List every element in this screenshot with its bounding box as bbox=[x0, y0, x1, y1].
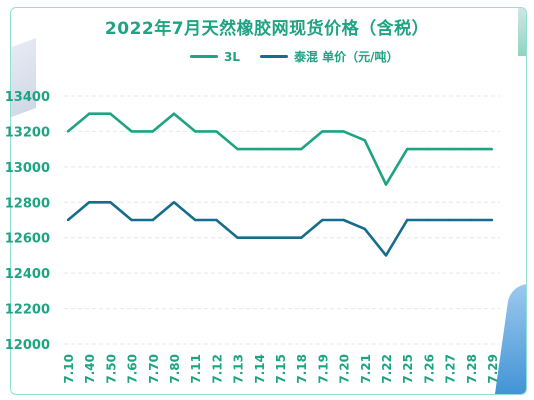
data-point bbox=[448, 218, 451, 222]
data-point bbox=[215, 218, 218, 222]
data-point bbox=[172, 201, 176, 204]
data-point bbox=[215, 130, 218, 133]
data-point bbox=[130, 130, 133, 133]
data-point bbox=[172, 112, 176, 115]
data-point bbox=[469, 218, 472, 222]
series-line-1 bbox=[67, 201, 492, 257]
data-point bbox=[300, 147, 303, 151]
legend-swatch-thai-mix bbox=[260, 55, 288, 58]
y-tick-label: 12800 bbox=[5, 196, 50, 211]
data-point bbox=[363, 227, 366, 231]
data-point bbox=[236, 236, 239, 239]
x-tick-label: 7.10 bbox=[62, 354, 76, 384]
data-point bbox=[109, 201, 112, 204]
x-tick-label: 7.60 bbox=[126, 354, 140, 384]
y-tick-label: 12200 bbox=[5, 303, 50, 318]
data-point bbox=[130, 218, 133, 222]
x-tick-label: 7.19 bbox=[316, 354, 330, 384]
x-tick-label: 7.80 bbox=[168, 354, 182, 384]
x-tick-label: 7.15 bbox=[274, 354, 288, 384]
data-point bbox=[427, 218, 430, 222]
y-tick-label: 12600 bbox=[5, 232, 50, 247]
x-tick-label: 7.50 bbox=[104, 354, 118, 384]
data-point bbox=[257, 236, 260, 239]
x-tick-label: 7.20 bbox=[338, 354, 352, 384]
x-tick-label: 7.40 bbox=[83, 354, 97, 384]
x-tick-label: 7.14 bbox=[253, 354, 267, 384]
y-tick-label: 12400 bbox=[5, 267, 50, 282]
data-point bbox=[406, 147, 409, 151]
data-point bbox=[490, 218, 494, 222]
data-point bbox=[406, 218, 409, 222]
decorative-shape bbox=[518, 8, 526, 56]
x-tick-label: 7.21 bbox=[359, 354, 373, 384]
data-point bbox=[448, 147, 451, 151]
data-point bbox=[384, 254, 388, 257]
data-point bbox=[151, 130, 154, 133]
data-point bbox=[194, 218, 197, 222]
x-tick-label: 7.11 bbox=[189, 354, 203, 384]
data-point bbox=[236, 147, 239, 151]
data-point bbox=[257, 147, 260, 151]
x-tick-label: 7.12 bbox=[210, 354, 224, 384]
legend-swatch-3l bbox=[190, 55, 218, 58]
data-point bbox=[490, 147, 494, 151]
data-point bbox=[88, 112, 91, 115]
data-point bbox=[278, 147, 282, 151]
x-tick-label: 7.29 bbox=[486, 354, 500, 384]
data-point bbox=[469, 147, 472, 151]
x-tick-label: 7.70 bbox=[147, 354, 161, 384]
x-tick-label: 7.13 bbox=[232, 354, 246, 384]
data-point bbox=[66, 130, 70, 133]
data-point bbox=[321, 130, 324, 133]
chart-legend: 3L 泰混 单价（元/吨） bbox=[190, 48, 399, 65]
x-tick-label: 7.22 bbox=[380, 354, 394, 384]
data-point bbox=[194, 130, 197, 133]
data-point bbox=[66, 218, 70, 222]
data-point bbox=[321, 218, 324, 222]
data-point bbox=[300, 236, 303, 239]
data-point bbox=[384, 183, 388, 186]
legend-label-3l: 3L bbox=[224, 49, 240, 64]
data-point bbox=[88, 201, 91, 204]
x-tick-label: 7.27 bbox=[444, 354, 458, 384]
data-point bbox=[278, 236, 282, 239]
data-point bbox=[151, 218, 154, 222]
x-tick-label: 7.25 bbox=[401, 354, 415, 384]
x-tick-label: 7.28 bbox=[465, 354, 479, 384]
data-point bbox=[363, 139, 366, 142]
x-tick-label: 7.18 bbox=[295, 354, 309, 384]
data-point bbox=[109, 112, 112, 115]
y-tick-label: 13000 bbox=[5, 161, 50, 176]
y-tick-label: 12000 bbox=[5, 338, 50, 353]
data-point bbox=[427, 147, 430, 151]
chart-title: 2022年7月天然橡胶网现货价格（含税） bbox=[104, 19, 430, 39]
data-point bbox=[342, 130, 345, 133]
data-point bbox=[342, 218, 345, 222]
legend-label-thai-mix: 泰混 单价（元/吨） bbox=[294, 50, 399, 64]
x-tick-label: 7.26 bbox=[422, 354, 436, 384]
y-tick-label: 13400 bbox=[5, 90, 50, 105]
y-tick-label: 13200 bbox=[5, 125, 50, 140]
